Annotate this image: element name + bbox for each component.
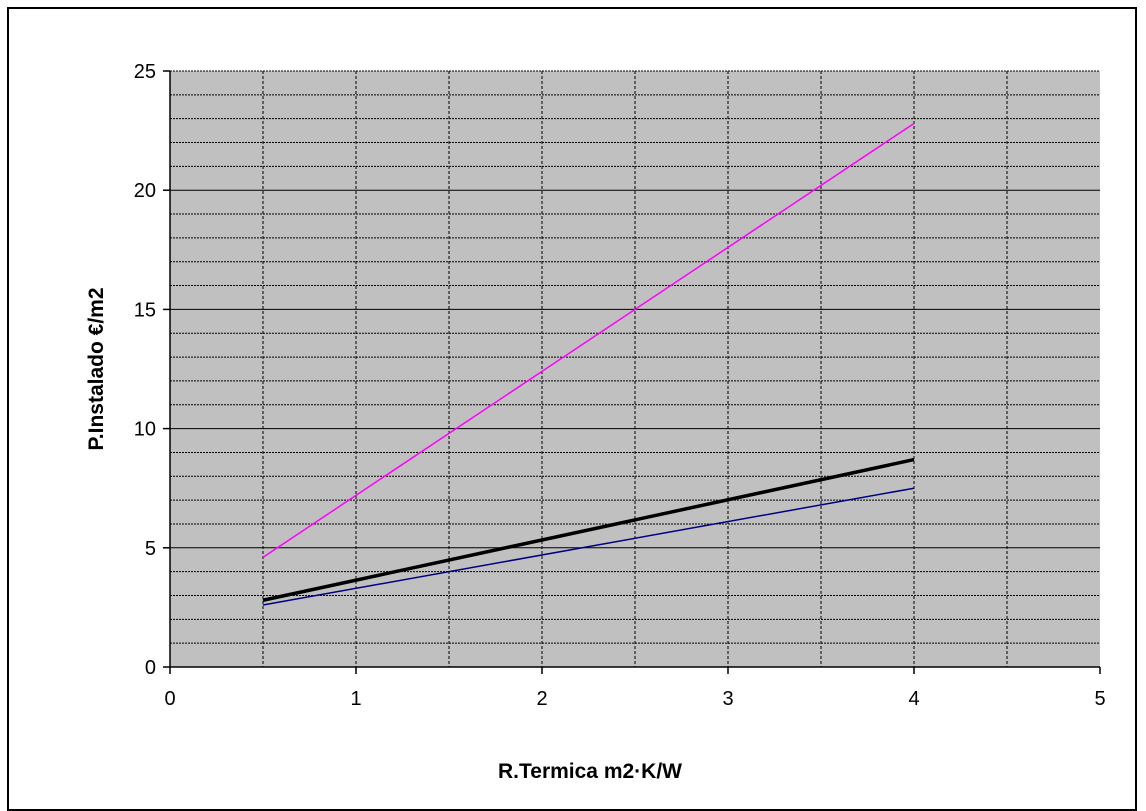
- y-axis-label: P.Instalado €/m2: [85, 287, 108, 450]
- y-tick-label: 10: [134, 419, 156, 441]
- series-line-2: [262, 457, 915, 602]
- x-tick-label: 4: [908, 688, 919, 710]
- y-tick-label: 20: [134, 180, 156, 202]
- y-tick-label: 15: [134, 299, 156, 321]
- x-tick-label: 1: [350, 688, 361, 710]
- x-tick-label: 0: [164, 688, 175, 710]
- x-tick-label: 5: [1094, 688, 1105, 710]
- series-line-3: [262, 487, 915, 606]
- grid: [170, 70, 1100, 667]
- series-line-1: [262, 122, 915, 558]
- axes: [163, 70, 1101, 674]
- x-axis-label: R.Termica m2·K/W: [498, 760, 682, 783]
- x-tick-label: 2: [536, 688, 547, 710]
- y-tick-labels: 0 5 10 15 20 25: [134, 61, 156, 679]
- x-tick-labels: 0 1 2 3 4 5: [164, 688, 1105, 710]
- y-tick-label: 25: [134, 61, 156, 83]
- y-tick-label: 0: [145, 657, 156, 679]
- x-tick-label: 3: [722, 688, 733, 710]
- series-layer: [262, 122, 915, 606]
- y-tick-label: 5: [145, 538, 156, 560]
